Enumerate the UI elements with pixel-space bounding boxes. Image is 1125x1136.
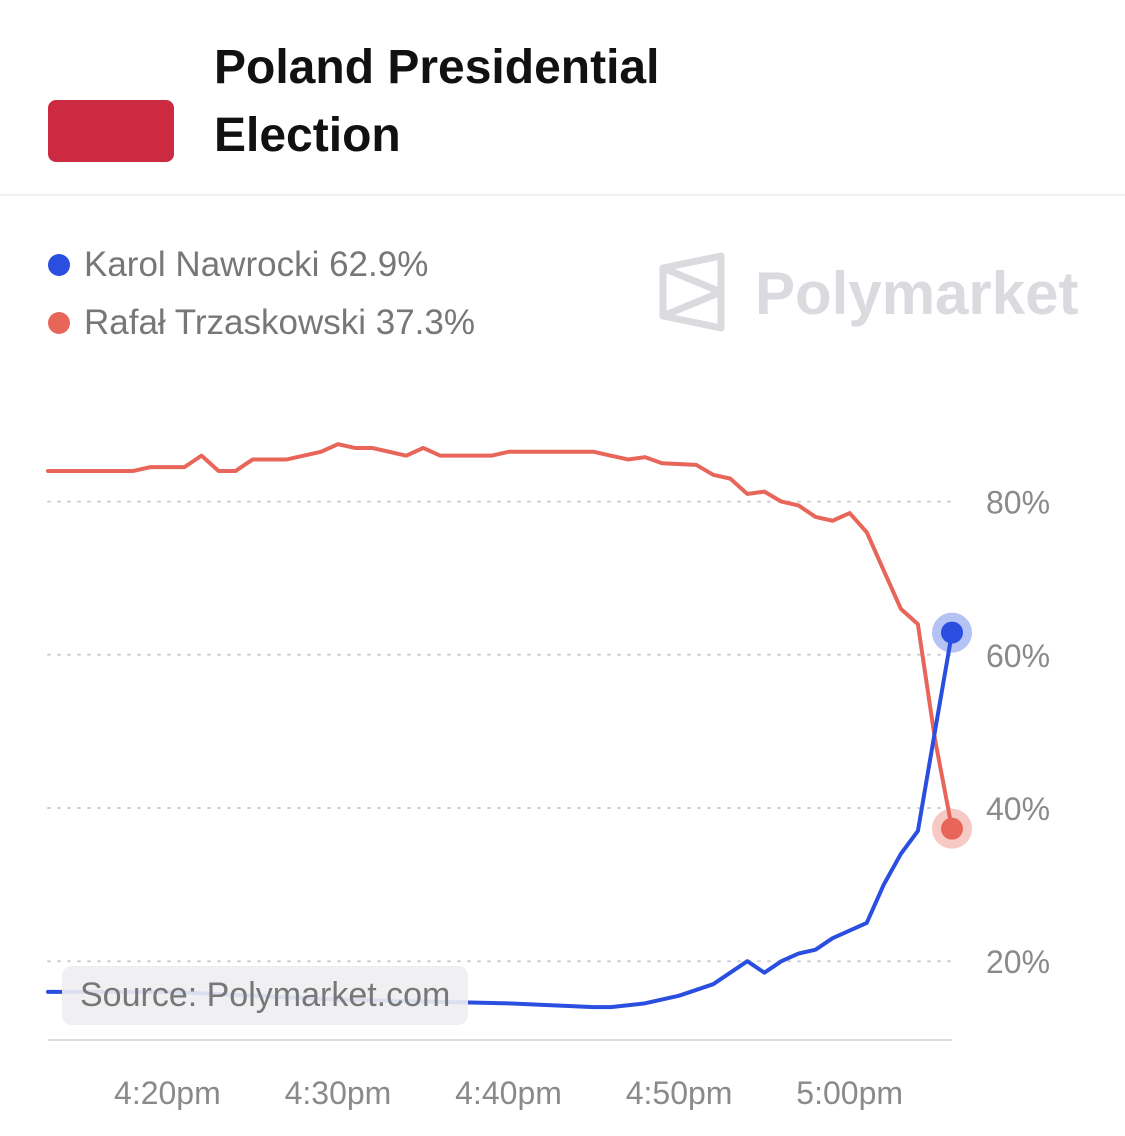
x-tick-label: 4:30pm bbox=[285, 1075, 392, 1110]
page-title: Poland Presidential Election bbox=[214, 34, 854, 170]
source-label: Source: Polymarket.com bbox=[62, 966, 469, 1025]
title-line-2: Election bbox=[214, 109, 401, 162]
polymarket-logo-icon bbox=[659, 252, 725, 332]
endpoint-marker-karol-nawrocki bbox=[941, 621, 963, 644]
series-line-rafa-trzaskowski bbox=[46, 442, 954, 831]
x-tick-label: 5:00pm bbox=[796, 1075, 903, 1110]
legend-dot-icon bbox=[48, 254, 70, 276]
title-line-1: Poland Presidential bbox=[214, 41, 660, 94]
y-tick-label: 60% bbox=[986, 638, 1050, 674]
y-tick-label: 40% bbox=[986, 791, 1050, 827]
watermark-text: Polymarket bbox=[755, 260, 1079, 327]
series-line-karol-nawrocki bbox=[46, 630, 954, 1010]
legend-dot-icon bbox=[48, 312, 70, 334]
y-tick-label: 80% bbox=[986, 485, 1050, 521]
poland-flag-icon bbox=[48, 100, 174, 162]
endpoint-marker-rafa-trzaskowski bbox=[941, 817, 963, 840]
x-tick-label: 4:20pm bbox=[114, 1075, 221, 1110]
legend-item-trzaskowski: Rafał Trzaskowski 37.3% bbox=[48, 294, 475, 352]
header-divider bbox=[0, 194, 1125, 196]
chart-legend: Karol Nawrocki 62.9% Rafał Trzaskowski 3… bbox=[48, 236, 475, 352]
line-chart: 20% 40% 60% 80% 4:20pm 4:30pm 4:40pm 4:50pm 5:00… bbox=[46, 442, 1050, 1110]
polymarket-watermark: Polymarket bbox=[659, 252, 1079, 332]
x-tick-label: 4:40pm bbox=[455, 1075, 562, 1110]
legend-label: Karol Nawrocki 62.9% bbox=[84, 245, 429, 284]
x-tick-label: 4:50pm bbox=[626, 1075, 733, 1110]
legend-label: Rafał Trzaskowski 37.3% bbox=[84, 303, 475, 342]
legend-item-nawrocki: Karol Nawrocki 62.9% bbox=[48, 236, 475, 294]
y-tick-label: 20% bbox=[986, 944, 1050, 980]
